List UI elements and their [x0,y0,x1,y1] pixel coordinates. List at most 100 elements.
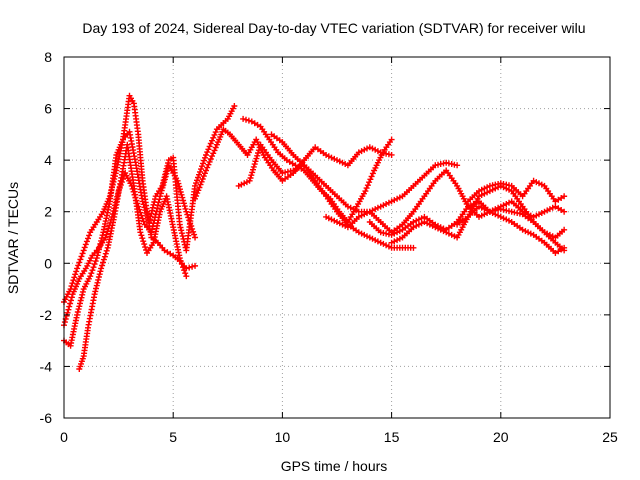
data-point [74,265,81,272]
data-point [99,262,106,269]
data-point [102,234,109,241]
data-point [391,238,398,245]
data-point [200,173,207,180]
data-point [141,241,148,248]
data-point [255,147,262,154]
data-point [561,226,568,233]
data-point [188,223,195,229]
data-point [90,264,97,271]
data-point [198,178,205,185]
data-point [156,196,163,203]
data-point [199,163,205,170]
y-tick-label: 6 [44,101,52,117]
x-tick-labels: 0 5 10 15 20 25 [60,429,618,445]
data-point [206,143,213,150]
data-point [138,232,145,239]
y-tick-label: 2 [44,204,52,220]
data-point [135,203,142,210]
data-point [157,193,164,200]
data-point [245,117,252,124]
series-trail [456,206,565,254]
x-tick-label: 5 [169,429,177,445]
data-point [240,115,247,122]
data-point [250,166,256,173]
data-point [117,182,124,189]
data-point [344,203,351,210]
data-point [74,311,81,318]
data-point [77,297,84,304]
data-point [66,303,73,310]
x-axis-label: GPS time / hours [281,458,388,474]
data-point [79,250,86,257]
data-point [561,193,568,200]
data-point [209,137,215,144]
x-tick-label: 25 [602,429,618,445]
data-point [129,185,136,192]
data-point [484,189,491,196]
data-point [192,182,198,189]
data-point [248,172,255,179]
data-point [96,271,103,278]
x-tick-label: 0 [60,429,68,445]
data-point [63,312,70,319]
data-point [160,182,167,188]
data-point [561,244,568,251]
series-track-11 [388,182,568,246]
data-point [410,244,417,251]
data-point [92,258,99,265]
data-series [61,92,568,372]
data-point [255,150,261,156]
data-point [139,215,146,222]
y-tick-labels: -6 -4 -2 0 2 4 6 8 [40,49,53,426]
data-point [253,155,260,162]
y-tick-label: -2 [40,307,53,323]
data-point [116,185,123,192]
data-point [79,288,86,295]
data-point [111,205,118,212]
data-point [178,230,185,237]
series-track-6 [240,115,395,225]
data-point [180,264,186,271]
data-point [362,188,369,195]
data-point [211,147,218,154]
x-tick-label: 15 [384,429,400,445]
data-point [367,176,374,183]
data-point [388,136,395,143]
data-point [89,267,96,274]
series-track-4 [61,162,199,329]
data-point [193,193,200,199]
data-point [75,262,82,269]
data-point [177,258,184,265]
data-point [203,152,209,158]
data-point [137,229,144,236]
data-point [200,160,206,167]
data-point [140,201,147,208]
data-point [185,214,192,221]
data-point [120,176,126,183]
data-point [193,180,199,187]
data-point [112,199,119,206]
data-point [101,253,108,260]
data-point [100,259,106,266]
data-point [205,161,212,168]
data-point [104,228,111,235]
data-point [201,157,207,164]
data-point [152,211,159,218]
data-point [163,170,170,177]
data-point [106,222,113,229]
data-point [87,273,94,280]
y-tick-label: 0 [44,255,52,271]
data-point [142,244,149,251]
data-point [174,177,181,184]
data-point [80,247,87,254]
data-point [68,297,74,304]
data-point [191,231,198,238]
data-point [142,207,149,214]
data-point [189,263,196,270]
data-point [364,145,370,152]
data-point [426,221,433,228]
data-point [108,216,115,223]
data-point [141,204,148,211]
data-point [175,180,182,187]
data-point [192,195,198,202]
